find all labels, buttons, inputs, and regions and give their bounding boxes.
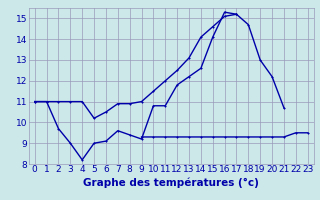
- X-axis label: Graphe des températures (°c): Graphe des températures (°c): [83, 177, 259, 188]
